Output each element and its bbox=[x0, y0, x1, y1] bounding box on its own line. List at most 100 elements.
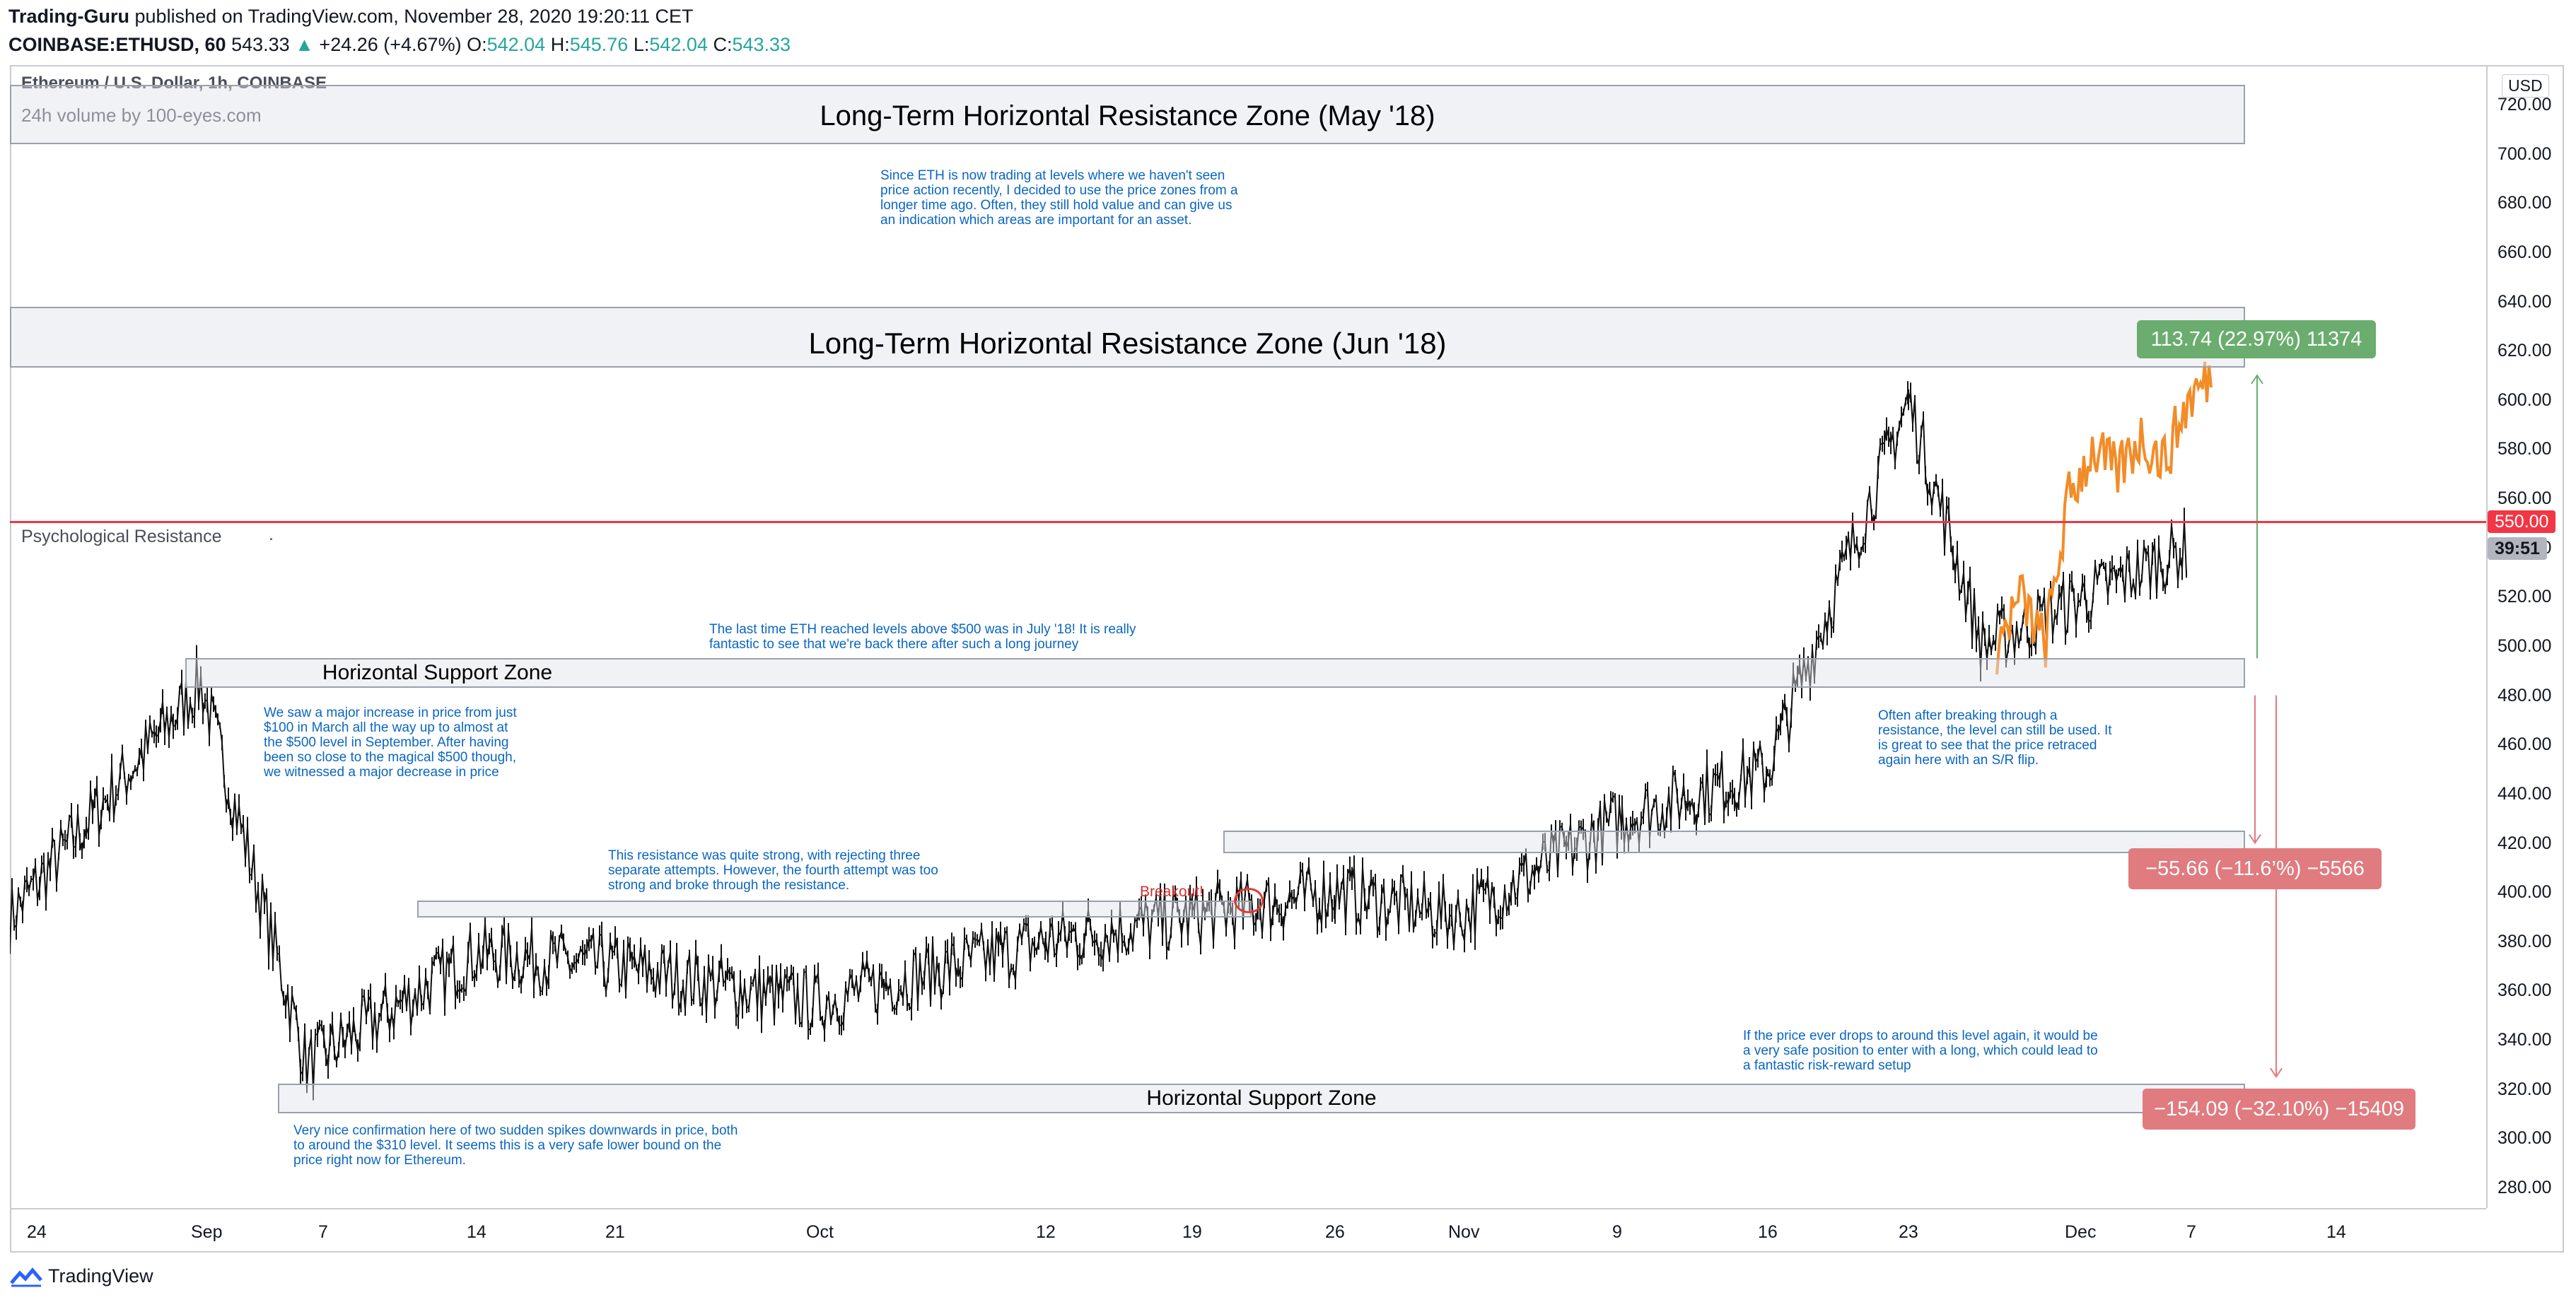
note-resistance[interactable]: This resistance was quite strong, with r… bbox=[608, 848, 938, 893]
tradingview-logo-icon bbox=[10, 1267, 42, 1287]
time-tick-label: 19 bbox=[1182, 1222, 1202, 1242]
measure-label-down-2[interactable]: −154.09 (−32.10%) −15409 bbox=[2143, 1089, 2415, 1130]
author-name[interactable]: Trading-Guru bbox=[8, 6, 129, 27]
resistance-zone-breakout[interactable] bbox=[417, 901, 1252, 918]
time-tick-label: 14 bbox=[467, 1222, 486, 1242]
price-change: +24.26 (+4.67%) bbox=[319, 34, 462, 55]
price-tick-label: 640.00 bbox=[2498, 291, 2552, 312]
price-tick-label: 280.00 bbox=[2498, 1178, 2552, 1197]
low-label: L: bbox=[633, 34, 650, 55]
high-label: H: bbox=[550, 34, 570, 55]
projection-series bbox=[1995, 361, 2213, 675]
time-tick-label: Dec bbox=[2065, 1222, 2097, 1242]
zone-title-may18: Long-Term Horizontal Resistance Zone (Ma… bbox=[820, 100, 1435, 131]
close-value: 543.33 bbox=[732, 34, 791, 55]
zone-title-jun18: Long-Term Horizontal Resistance Zone (Ju… bbox=[808, 327, 1447, 360]
measure-arrow-up-head bbox=[2251, 374, 2263, 385]
price-tick-label: 360.00 bbox=[2498, 980, 2552, 1001]
psychological-resistance-dot: . bbox=[269, 524, 274, 544]
price-tick-label: 680.00 bbox=[2498, 193, 2552, 213]
price-series bbox=[10, 381, 2187, 1101]
support-zone-upper[interactable]: Horizontal Support Zone bbox=[185, 658, 2245, 688]
time-tick-label: Sep bbox=[191, 1222, 223, 1242]
time-tick-label: 7 bbox=[2186, 1222, 2196, 1242]
time-tick-label: 24 bbox=[27, 1222, 47, 1242]
price-tick-label: 440.00 bbox=[2498, 783, 2552, 804]
measure-arrow-down-1-head bbox=[2249, 833, 2261, 845]
note-flip[interactable]: Often after breaking through a resistanc… bbox=[1878, 708, 2112, 768]
symbol-label: COINBASE:ETHUSD, 60 bbox=[8, 34, 226, 55]
projection-line bbox=[1995, 361, 2213, 675]
price-tick-label: 460.00 bbox=[2498, 734, 2552, 755]
open-label: O: bbox=[467, 34, 487, 55]
chart-frame bbox=[10, 65, 2564, 1253]
time-tick-label: 14 bbox=[2326, 1222, 2346, 1242]
price-tick-label: 480.00 bbox=[2498, 685, 2552, 705]
zone-title-support-lower: Horizontal Support Zone bbox=[1146, 1086, 1377, 1110]
countdown-tag: 39:51 bbox=[2488, 537, 2547, 560]
price-chart-svg[interactable] bbox=[10, 65, 2486, 1208]
ohlc-line: COINBASE:ETHUSD, 60 543.33 ▲ +24.26 (+4.… bbox=[8, 34, 791, 56]
high-value: 545.76 bbox=[569, 34, 629, 55]
up-arrow-icon: ▲ bbox=[295, 34, 314, 55]
resistance-zone-may18[interactable]: Long-Term Horizontal Resistance Zone (Ma… bbox=[10, 85, 2245, 144]
note-confirm[interactable]: Very nice confirmation here of two sudde… bbox=[293, 1123, 738, 1168]
psychological-resistance-line[interactable] bbox=[10, 521, 2486, 523]
time-tick-label: 12 bbox=[1036, 1222, 1056, 1242]
measure-label-up[interactable]: 113.74 (22.97%) 11374 bbox=[2137, 320, 2376, 358]
breakout-circle-icon bbox=[1234, 888, 1264, 913]
last-price: 543.33 bbox=[231, 34, 290, 55]
price-tick-label: 340.00 bbox=[2498, 1030, 2552, 1050]
legend-indicator[interactable]: 24h volume by 100-eyes.com bbox=[21, 105, 262, 126]
time-tick-label: 26 bbox=[1325, 1222, 1345, 1242]
price-tick-label: 420.00 bbox=[2498, 833, 2552, 853]
tradingview-footer[interactable]: TradingView bbox=[10, 1265, 153, 1287]
zone-title-support-upper: Horizontal Support Zone bbox=[322, 661, 553, 684]
publish-header: Trading-Guru published on TradingView.co… bbox=[8, 6, 2554, 65]
price-tick-label: 560.00 bbox=[2498, 488, 2552, 509]
price-tick-label: 520.00 bbox=[2498, 587, 2552, 607]
tradingview-brand: TradingView bbox=[48, 1265, 153, 1287]
price-axis[interactable]: 720.00 700.00 680.00 660.00 640.00 620.00 600.… bbox=[2486, 65, 2564, 1208]
close-label: C: bbox=[713, 34, 733, 55]
current-level-tag: 550.00 bbox=[2488, 510, 2556, 533]
time-tick-label: 21 bbox=[605, 1222, 625, 1242]
note-drop[interactable]: If the price ever drops to around this l… bbox=[1743, 1028, 2098, 1073]
support-zone-lower[interactable]: Horizontal Support Zone bbox=[278, 1084, 2245, 1113]
price-line bbox=[10, 392, 2187, 1090]
price-tick-label: 400.00 bbox=[2498, 882, 2552, 903]
price-tick-label: 660.00 bbox=[2498, 242, 2552, 262]
measure-label-down-1[interactable]: −55.66 (−11.6’%) −5566 bbox=[2128, 848, 2382, 889]
publish-line: Trading-Guru published on TradingView.co… bbox=[8, 6, 694, 28]
price-tick-label: 620.00 bbox=[2498, 341, 2552, 361]
note-march[interactable]: We saw a major increase in price from ju… bbox=[264, 705, 517, 780]
legend-title[interactable]: Ethereum / U.S. Dollar, 1h, COINBASE bbox=[21, 74, 327, 93]
resistance-zone-mid[interactable] bbox=[1223, 831, 2245, 853]
breakout-label[interactable]: Breakout! bbox=[1140, 884, 1204, 900]
time-tick-label: 9 bbox=[1612, 1222, 1622, 1242]
time-axis[interactable]: 24 Sep 7 14 21 Oct 12 19 26 Nov 9 16 23 Dec 7 14 bbox=[10, 1208, 2486, 1253]
price-tick-label: 300.00 bbox=[2498, 1128, 2552, 1149]
publish-info: published on TradingView.com, November 2… bbox=[134, 6, 694, 27]
note-july[interactable]: The last time ETH reached levels above $… bbox=[709, 622, 1136, 652]
currency-button[interactable]: USD bbox=[2502, 74, 2549, 98]
price-tick-label: 320.00 bbox=[2498, 1079, 2552, 1099]
psychological-resistance-label: Psychological Resistance bbox=[21, 527, 222, 546]
time-tick-label: Nov bbox=[1448, 1222, 1480, 1242]
time-tick-label: 7 bbox=[318, 1222, 328, 1242]
price-tick-label: 500.00 bbox=[2498, 636, 2552, 656]
time-tick-label: 23 bbox=[1899, 1222, 1918, 1242]
resistance-zone-jun18[interactable]: Long-Term Horizontal Resistance Zone (Ju… bbox=[10, 307, 2245, 368]
price-tick-label: 700.00 bbox=[2498, 143, 2552, 164]
price-tick-label: 720.00 bbox=[2498, 95, 2552, 115]
price-tick-label: 380.00 bbox=[2498, 931, 2552, 951]
low-value: 542.04 bbox=[649, 34, 708, 55]
measure-arrows bbox=[2249, 374, 2283, 1079]
chart-plot-area[interactable] bbox=[10, 65, 2486, 1208]
note-top[interactable]: Since ETH is now trading at levels where… bbox=[880, 168, 1238, 228]
measure-arrow-down-2-head bbox=[2270, 1067, 2283, 1079]
open-value: 542.04 bbox=[486, 34, 546, 55]
time-tick-label: Oct bbox=[806, 1222, 834, 1242]
time-tick-label: 16 bbox=[1758, 1222, 1778, 1242]
price-tick-label: 600.00 bbox=[2498, 389, 2552, 410]
